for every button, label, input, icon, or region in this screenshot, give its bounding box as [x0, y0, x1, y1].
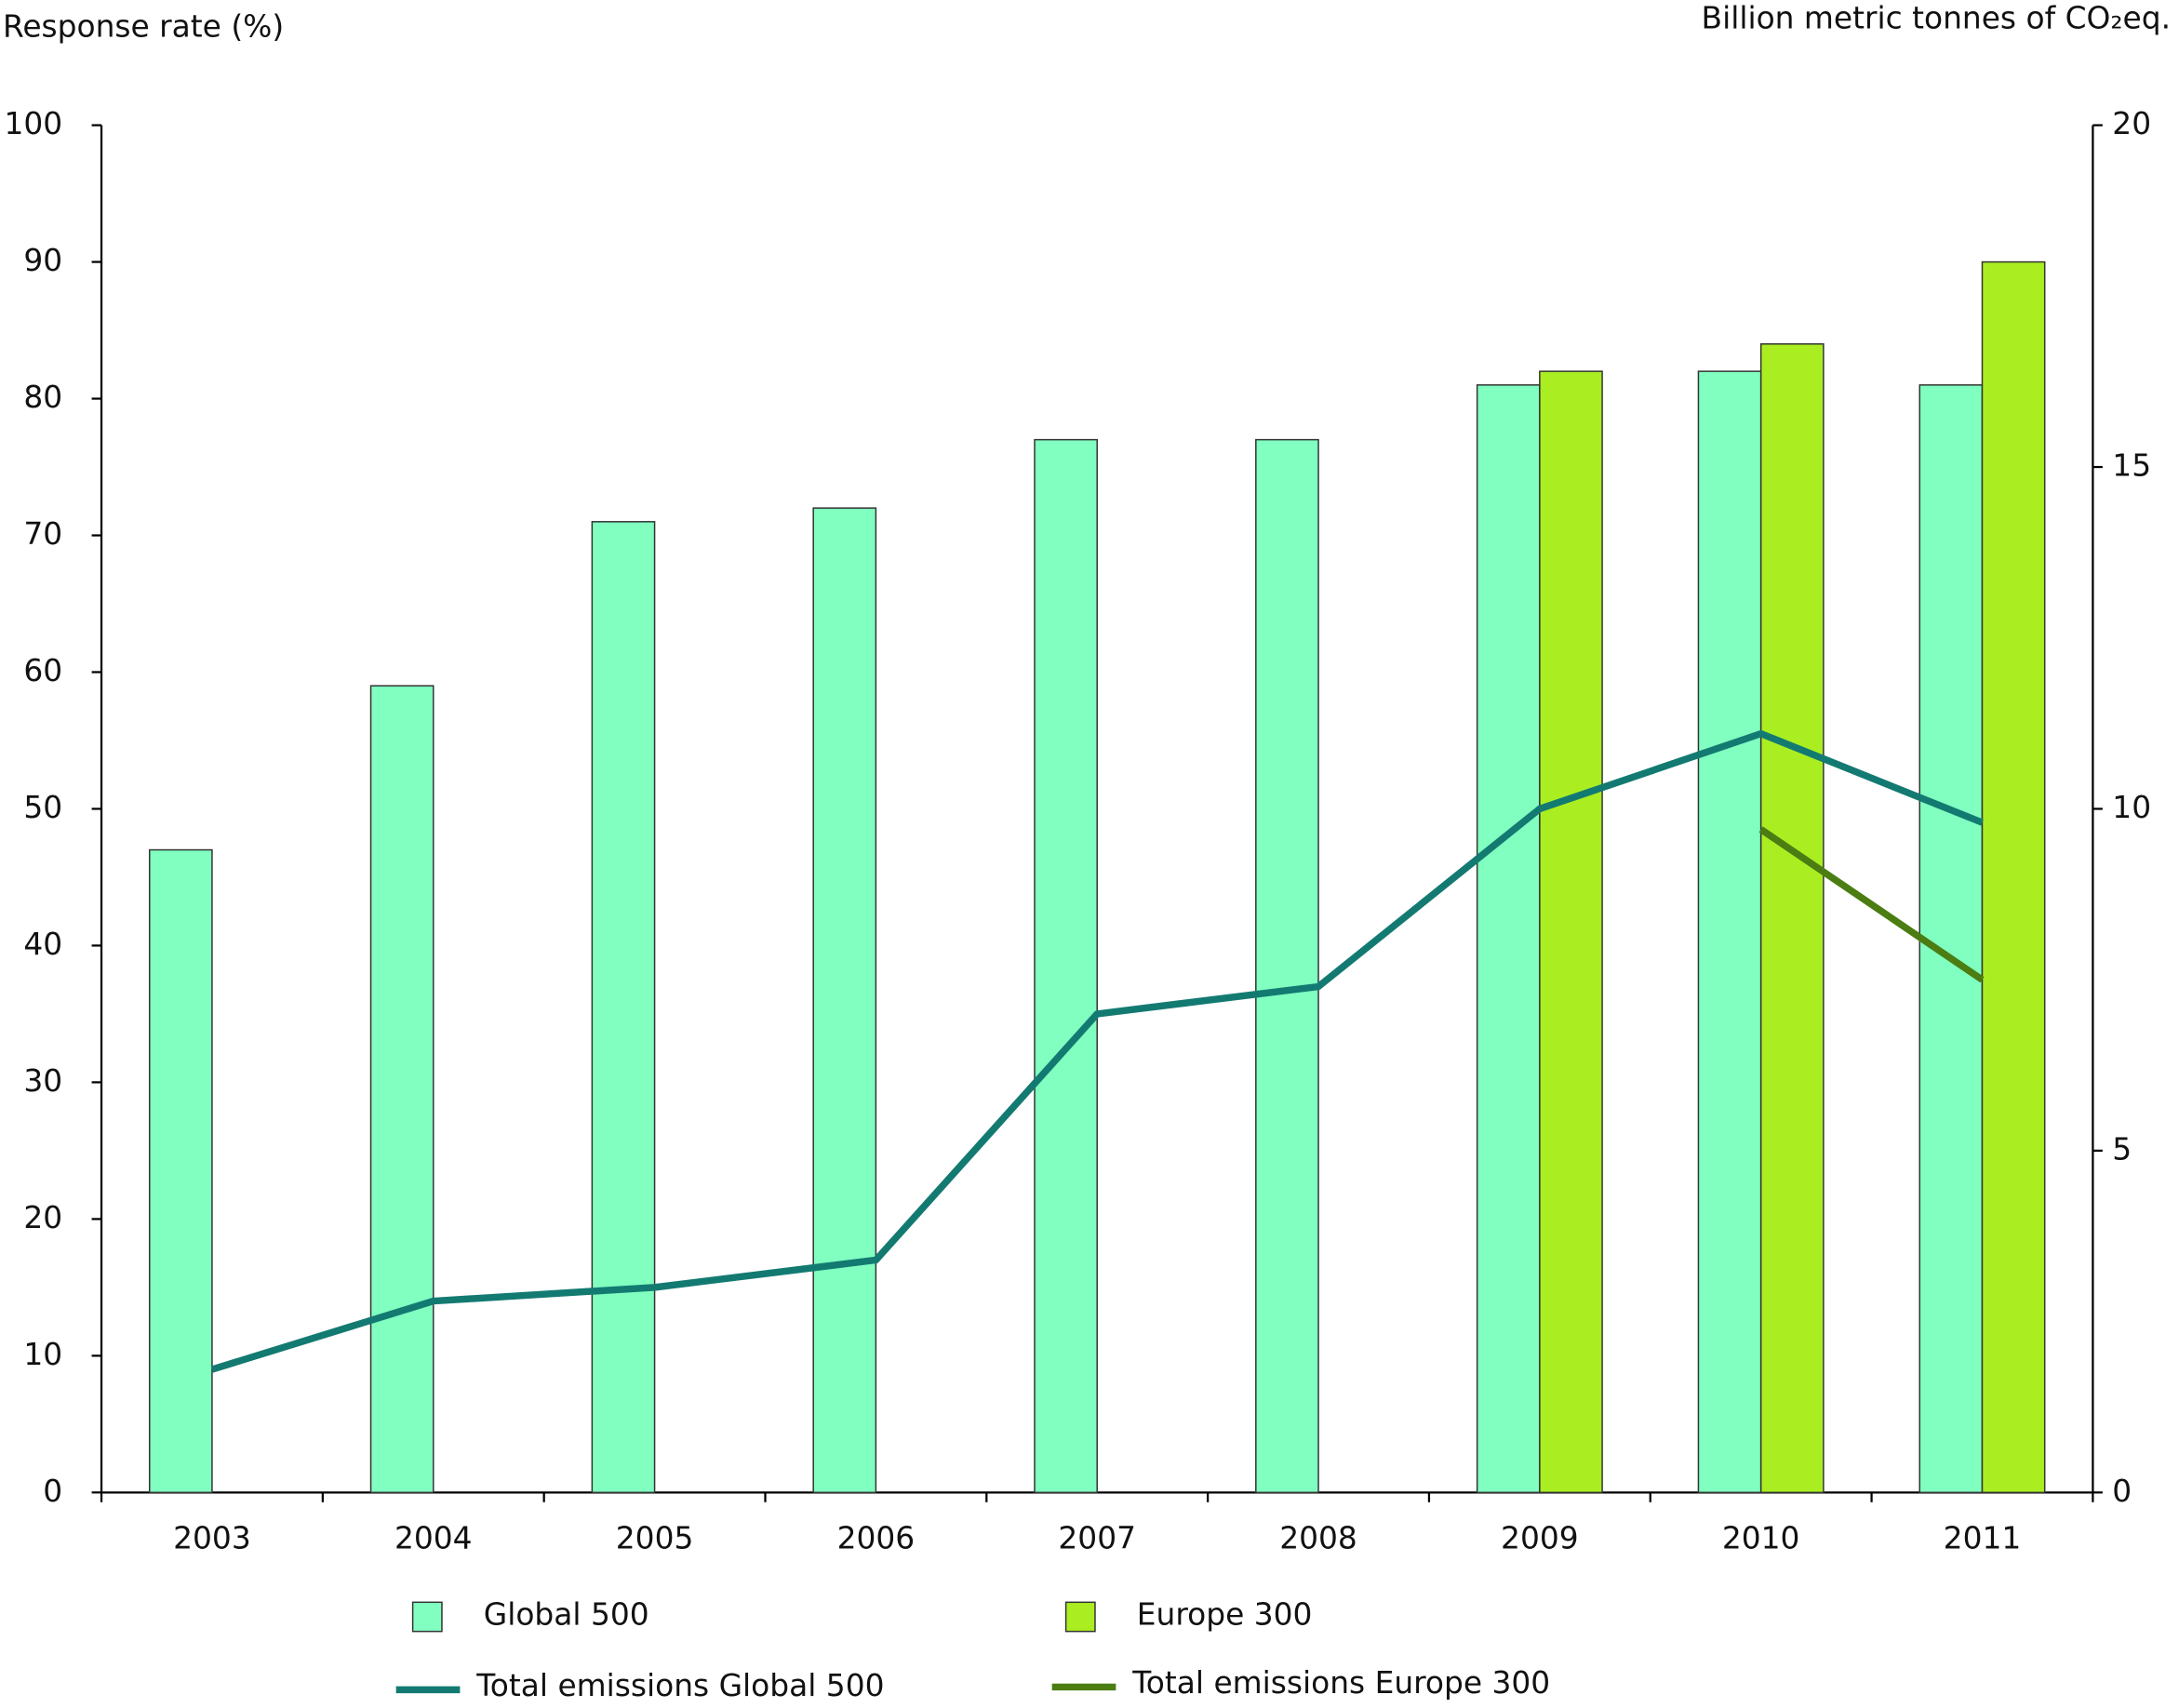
y2-tick-label: 15: [2112, 448, 2151, 484]
legend-label: Europe 300: [1137, 1597, 1313, 1633]
legend-label: Global 500: [484, 1597, 649, 1633]
bar: [1539, 370, 1603, 1494]
x-tick-label: 2008: [1279, 1521, 1357, 1556]
x-tick-label: 2005: [616, 1521, 694, 1556]
legend-label: Total emissions Global 500: [475, 1668, 884, 1703]
y-tick-label: 40: [23, 927, 62, 962]
y-tick-label: 10: [23, 1337, 62, 1372]
x-tick-label: 2007: [1058, 1521, 1136, 1556]
y2-tick-label: 10: [2112, 790, 2151, 825]
legend-label: Total emissions Europe 300: [1131, 1665, 1550, 1701]
y-tick-label: 20: [23, 1200, 62, 1235]
bar: [812, 507, 877, 1494]
bar: [1697, 370, 1762, 1494]
bar: [1476, 384, 1541, 1494]
y-tick-label: 60: [23, 653, 62, 688]
bar: [1759, 343, 1825, 1494]
x-tick-label: 2009: [1501, 1521, 1579, 1556]
x-tick-label: 2006: [837, 1521, 916, 1556]
y-tick-label: 100: [5, 106, 63, 141]
y2-tick-label: 20: [2112, 106, 2151, 141]
y2-tick-label: 0: [2112, 1474, 2132, 1509]
y-tick-label: 70: [23, 516, 62, 552]
y-tick-label: 90: [23, 243, 62, 278]
bar: [1034, 438, 1098, 1494]
x-tick-label: 2010: [1722, 1521, 1800, 1556]
x-tick-label: 2004: [394, 1521, 473, 1556]
line: [210, 729, 1984, 1373]
x-tick-label: 2011: [1944, 1521, 2022, 1556]
y-tick-label: 30: [23, 1063, 62, 1099]
x-tick-label: 2003: [173, 1521, 251, 1556]
bar: [369, 685, 434, 1494]
legend-swatch: [411, 1601, 443, 1633]
y2-tick-label: 5: [2112, 1131, 2132, 1167]
bar: [1918, 384, 1984, 1494]
legend-swatch: [1064, 1601, 1096, 1633]
bar: [148, 848, 213, 1494]
bar: [1981, 260, 2046, 1494]
bar: [1255, 438, 1319, 1494]
y-tick-label: 50: [23, 790, 62, 825]
y-tick-label: 0: [43, 1474, 62, 1509]
y-axis-title: Response rate (%): [3, 9, 284, 45]
line: [1758, 826, 1985, 983]
y2-axis-title: Billion metric tonnes of CO₂eq.: [1702, 1, 2172, 36]
y-tick-label: 80: [23, 380, 62, 415]
bar: [591, 521, 656, 1494]
